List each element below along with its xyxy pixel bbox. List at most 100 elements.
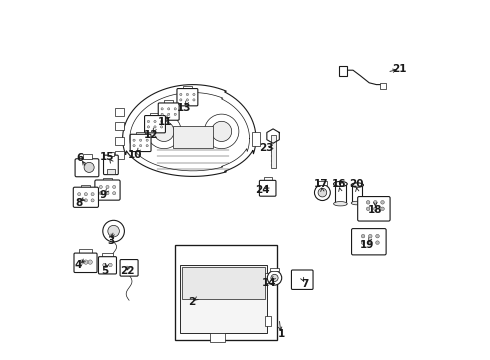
Circle shape: [154, 120, 156, 123]
Bar: [116, 151, 124, 159]
Bar: [252, 132, 260, 146]
Circle shape: [103, 220, 124, 242]
Circle shape: [212, 121, 232, 141]
Circle shape: [193, 99, 195, 101]
Bar: [339, 66, 346, 76]
Bar: [81, 185, 90, 189]
FancyBboxPatch shape: [259, 180, 276, 196]
Circle shape: [140, 139, 142, 141]
FancyBboxPatch shape: [120, 260, 138, 276]
Text: 19: 19: [360, 240, 374, 250]
Bar: [182, 267, 265, 299]
Circle shape: [146, 139, 148, 141]
Bar: [183, 86, 192, 90]
Bar: [352, 185, 363, 203]
Circle shape: [174, 108, 176, 110]
Bar: [116, 108, 124, 116]
Text: 10: 10: [128, 150, 143, 160]
Text: 24: 24: [255, 185, 270, 195]
FancyBboxPatch shape: [158, 103, 179, 120]
Circle shape: [376, 241, 379, 244]
Circle shape: [204, 114, 239, 149]
Bar: [116, 122, 124, 130]
FancyBboxPatch shape: [358, 197, 390, 221]
Bar: [265, 273, 271, 283]
Circle shape: [77, 199, 81, 202]
Circle shape: [373, 207, 377, 211]
Text: 6: 6: [77, 153, 84, 163]
Circle shape: [113, 192, 116, 195]
Bar: [164, 100, 173, 104]
Circle shape: [154, 121, 174, 141]
Circle shape: [361, 234, 365, 238]
Circle shape: [77, 193, 81, 196]
Bar: [107, 169, 116, 174]
Bar: [150, 113, 160, 117]
Circle shape: [99, 185, 102, 189]
Bar: [210, 333, 225, 342]
Ellipse shape: [334, 181, 347, 186]
Bar: [83, 154, 92, 159]
Circle shape: [381, 201, 384, 204]
Circle shape: [113, 185, 116, 189]
Text: 2: 2: [188, 297, 196, 307]
Text: 9: 9: [99, 190, 106, 200]
Circle shape: [315, 185, 330, 201]
Circle shape: [84, 260, 88, 264]
FancyBboxPatch shape: [95, 180, 120, 200]
Circle shape: [106, 185, 109, 189]
Text: 16: 16: [331, 179, 346, 189]
Circle shape: [154, 126, 156, 128]
Circle shape: [268, 271, 282, 285]
Circle shape: [368, 234, 372, 238]
Circle shape: [368, 241, 372, 244]
FancyBboxPatch shape: [292, 270, 313, 289]
Bar: [173, 126, 213, 148]
Text: 17: 17: [314, 179, 329, 189]
Text: 18: 18: [368, 204, 383, 215]
FancyBboxPatch shape: [74, 253, 97, 273]
Circle shape: [91, 193, 94, 196]
Circle shape: [361, 241, 365, 244]
Text: 15: 15: [100, 152, 115, 162]
Circle shape: [84, 162, 94, 172]
Text: 12: 12: [144, 130, 159, 140]
Bar: [79, 249, 92, 254]
Circle shape: [146, 144, 148, 147]
Circle shape: [84, 193, 87, 196]
FancyBboxPatch shape: [145, 116, 166, 133]
Bar: [175, 245, 277, 340]
Circle shape: [186, 99, 189, 101]
Circle shape: [180, 93, 182, 96]
FancyBboxPatch shape: [130, 134, 151, 152]
Text: 13: 13: [176, 103, 191, 113]
Polygon shape: [267, 129, 279, 143]
Circle shape: [168, 108, 170, 110]
Bar: [318, 181, 327, 185]
FancyBboxPatch shape: [177, 89, 198, 106]
Bar: [136, 132, 145, 135]
Circle shape: [147, 114, 181, 149]
Bar: [116, 137, 124, 145]
FancyBboxPatch shape: [98, 257, 117, 274]
Circle shape: [193, 93, 195, 96]
Circle shape: [160, 126, 163, 128]
Circle shape: [180, 99, 182, 101]
Bar: [270, 268, 279, 271]
Text: 14: 14: [262, 278, 277, 288]
Text: 4: 4: [75, 260, 82, 270]
Bar: [265, 316, 271, 326]
Circle shape: [373, 201, 377, 204]
Text: 8: 8: [75, 198, 82, 208]
Circle shape: [376, 234, 379, 238]
Circle shape: [106, 192, 109, 195]
Bar: [108, 152, 114, 156]
FancyBboxPatch shape: [351, 229, 386, 255]
Circle shape: [186, 93, 189, 96]
Circle shape: [381, 207, 384, 211]
Text: 3: 3: [107, 236, 115, 246]
Bar: [380, 83, 386, 89]
Bar: [103, 178, 112, 181]
Circle shape: [161, 113, 163, 116]
Bar: [102, 253, 113, 258]
